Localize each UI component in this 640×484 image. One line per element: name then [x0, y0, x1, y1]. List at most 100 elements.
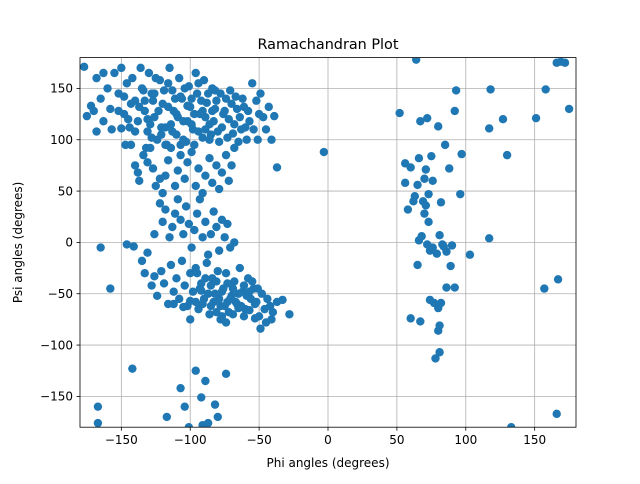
data-point [220, 106, 229, 116]
data-point [136, 63, 145, 73]
data-point [442, 247, 451, 256]
data-point [130, 127, 140, 136]
data-point [150, 229, 159, 239]
data-point [225, 86, 235, 95]
x-tick-label: 0 [324, 433, 332, 447]
data-point [203, 250, 213, 259]
data-point [223, 279, 232, 288]
data-point [239, 102, 249, 112]
data-point [172, 109, 181, 119]
data-point [560, 58, 570, 67]
data-point [248, 79, 257, 88]
data-point [176, 215, 185, 225]
data-point [263, 294, 272, 304]
data-point [194, 79, 203, 88]
data-point [89, 106, 98, 116]
data-point [168, 86, 177, 95]
data-point [552, 409, 561, 419]
data-point [428, 176, 437, 185]
data-point [245, 305, 254, 315]
data-point [173, 166, 183, 175]
data-point [194, 127, 203, 136]
data-point [175, 294, 184, 304]
data-point [166, 260, 176, 270]
chart-title: Ramachandran Plot [258, 37, 399, 53]
data-point [168, 127, 177, 136]
data-point [133, 168, 143, 177]
data-point [133, 117, 143, 126]
data-point [234, 137, 243, 146]
data-point [205, 310, 214, 319]
data-point [424, 217, 433, 227]
data-point [220, 233, 229, 242]
data-point [205, 154, 214, 163]
data-point [221, 369, 231, 379]
data-point [80, 62, 89, 72]
data-point [450, 106, 459, 116]
data-point [450, 283, 459, 292]
data-point [212, 222, 221, 232]
data-point [238, 94, 247, 103]
data-point [180, 402, 189, 411]
data-point [128, 364, 137, 373]
data-point [126, 99, 136, 109]
data-point [155, 199, 165, 208]
data-point [169, 287, 178, 296]
data-point [486, 85, 495, 94]
data-point [237, 125, 246, 134]
data-point [124, 115, 133, 124]
data-point [93, 402, 103, 411]
y-axis-label: Psi angles (degrees) [11, 182, 25, 303]
data-point [190, 109, 199, 119]
data-point [221, 94, 231, 103]
data-point [209, 117, 218, 126]
data-point [214, 137, 224, 146]
x-tick-label: 150 [523, 433, 546, 447]
data-point [209, 207, 218, 216]
data-point [228, 129, 238, 138]
grid-lines [80, 57, 576, 428]
data-point [223, 219, 232, 229]
data-point [203, 89, 213, 98]
data-point [228, 310, 238, 319]
data-point [176, 92, 185, 101]
data-point [456, 189, 465, 199]
data-point [187, 147, 196, 157]
data-point [194, 164, 203, 173]
data-point [436, 198, 446, 207]
data-point [158, 217, 167, 227]
data-point [214, 246, 224, 255]
data-point [203, 418, 213, 428]
data-point [172, 274, 181, 283]
data-point [400, 178, 410, 188]
data-point [230, 238, 239, 247]
data-point [485, 124, 494, 133]
data-point [217, 168, 227, 177]
data-point [135, 176, 144, 185]
data-point [139, 86, 148, 95]
x-tick-label: −150 [105, 433, 138, 447]
data-point [232, 104, 242, 114]
data-point [184, 423, 194, 428]
data-point [154, 106, 163, 116]
data-point [395, 108, 404, 118]
data-point [150, 89, 159, 98]
data-point [177, 256, 187, 266]
data-point [176, 383, 185, 393]
data-point [239, 281, 249, 290]
data-point [163, 156, 173, 165]
data-point [210, 86, 220, 95]
data-point [440, 140, 450, 150]
data-point [417, 232, 426, 241]
data-point [151, 73, 160, 83]
data-point [202, 258, 211, 268]
data-point [264, 102, 273, 112]
data-point [190, 225, 199, 235]
data-point [93, 418, 103, 428]
data-point [82, 111, 92, 121]
data-point [151, 181, 160, 191]
data-point [242, 135, 251, 144]
data-point [434, 122, 443, 131]
data-point [130, 161, 140, 170]
